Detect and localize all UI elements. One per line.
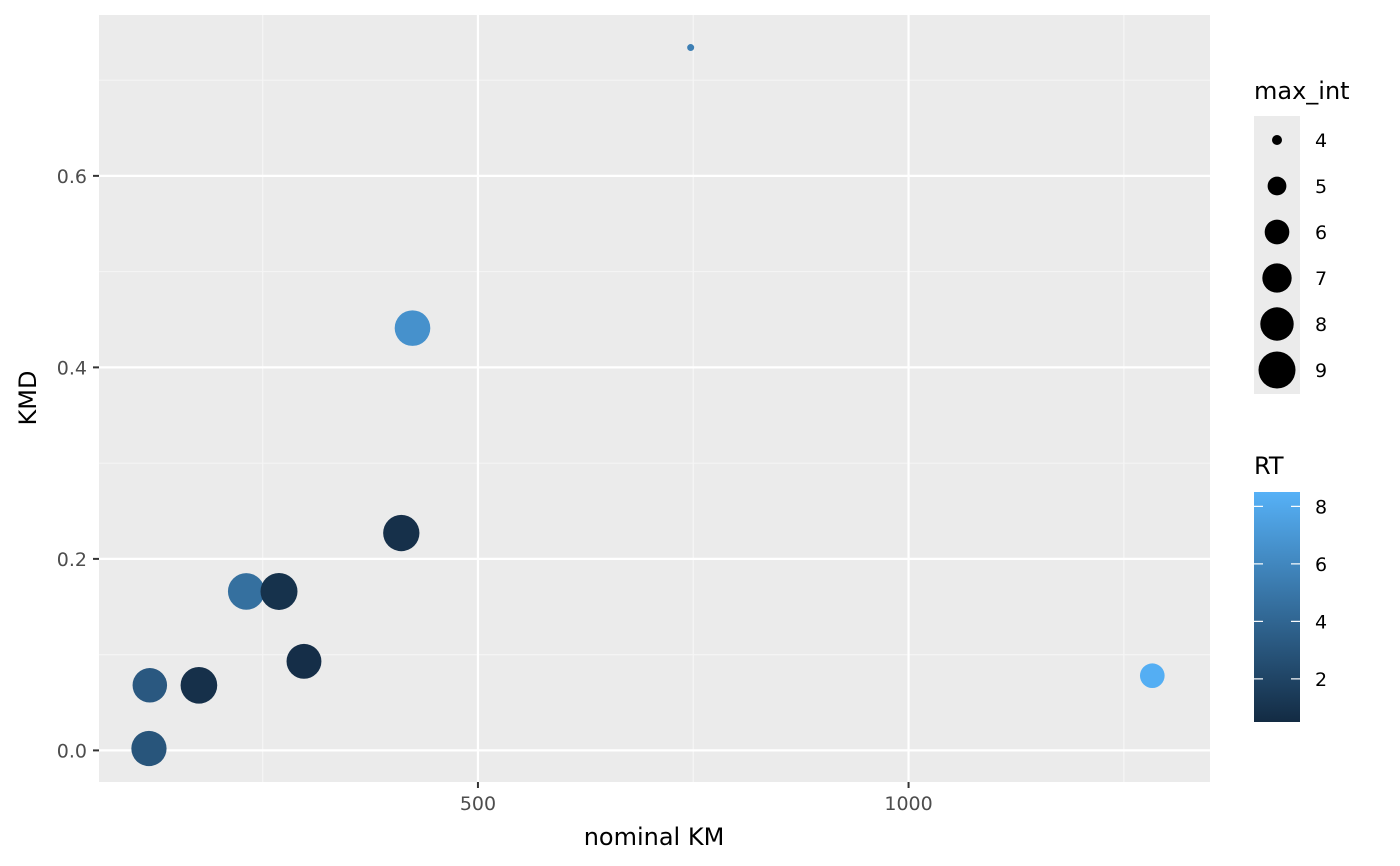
y-tick-label: 0.6	[57, 166, 87, 188]
size-legend-label: 8	[1315, 314, 1327, 336]
color-legend-label: 4	[1315, 611, 1327, 633]
size-legend-key	[1267, 176, 1287, 196]
size-legend-key	[1262, 263, 1292, 293]
size-legend-label: 5	[1315, 176, 1327, 198]
size-legend-label: 9	[1315, 360, 1327, 382]
color-legend-label: 6	[1315, 554, 1327, 576]
size-legend-key	[1272, 135, 1282, 145]
size-legend-key-background	[1254, 116, 1300, 394]
scatter-point	[131, 730, 167, 767]
x-axis-title: nominal KM	[584, 823, 725, 851]
y-tick-label: 0.0	[57, 740, 87, 762]
size-legend: max_int 4 5 6 7 8 9	[1254, 77, 1350, 394]
scatter-point	[687, 44, 695, 52]
color-legend-title: RT	[1254, 452, 1284, 480]
scatter-point	[260, 572, 298, 610]
scatter-point	[1139, 663, 1165, 689]
x-axis-ticks: 500 1000	[460, 782, 933, 815]
scatter-point	[286, 643, 322, 679]
size-legend-key	[1264, 219, 1290, 245]
y-tick-label: 0.2	[57, 549, 87, 571]
data-points	[131, 44, 1165, 767]
color-legend-label: 2	[1315, 669, 1327, 691]
size-legend-key	[1260, 307, 1294, 341]
y-axis-ticks: 0.0 0.2 0.4 0.6	[57, 166, 99, 762]
color-legend-bar	[1254, 492, 1300, 722]
size-legend-key	[1258, 351, 1296, 389]
y-axis-title: KMD	[14, 371, 42, 426]
size-legend-label: 6	[1315, 222, 1327, 244]
scatter-point	[394, 310, 431, 346]
size-legend-title: max_int	[1254, 77, 1350, 105]
y-tick-label: 0.4	[57, 357, 87, 379]
plot-panel	[99, 15, 1210, 782]
scatter-point	[227, 573, 265, 610]
size-legend-label: 4	[1315, 130, 1327, 152]
color-legend: RT 2 4 6 8	[1254, 452, 1327, 722]
scatter-point	[132, 668, 168, 703]
x-tick-label: 1000	[884, 793, 932, 815]
x-tick-label: 500	[460, 793, 496, 815]
size-legend-label: 7	[1315, 268, 1327, 290]
major-gridlines	[99, 15, 1210, 782]
scatter-point	[180, 666, 218, 704]
color-legend-label: 8	[1315, 496, 1327, 518]
scatter-point	[383, 514, 420, 552]
minor-gridlines	[99, 15, 1210, 782]
